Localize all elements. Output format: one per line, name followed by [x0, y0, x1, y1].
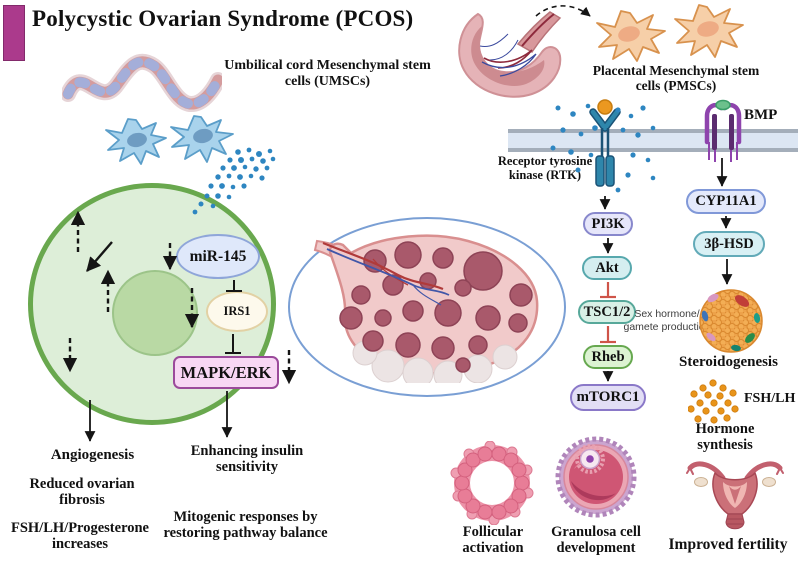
pmsc-section-label: Placental Mesenchymal stem cells (PMSCs) [592, 63, 760, 94]
node-mapk-erk: MAPK/ERK [173, 356, 279, 389]
bmp-label: BMP [744, 107, 778, 123]
inhibit-akt-tsc [600, 282, 616, 299]
node-mapk-erk-label: MAPK/ERK [180, 362, 272, 382]
umsc-cell-nucleus [112, 270, 198, 356]
node-3b-hsd: 3β-HSD [693, 231, 765, 257]
hormone-synthesis-label: Hormone synthesis [695, 421, 755, 454]
node-cyp11a1-label: CYP11A1 [695, 193, 757, 209]
node-mir145: miR-145 [176, 234, 260, 279]
inhibit-tsc-rheb [600, 326, 616, 344]
outcome-fsh-lh-progesterone: FSH/LH/Progesterone increases [10, 520, 149, 553]
umsc-section-label: Umbilical cord Mesenchymal stem cells (U… [224, 58, 431, 89]
title-accent-bar [3, 5, 25, 61]
placenta-illustration [458, 11, 562, 98]
outcome-insulin: Enhancing insulin sensitivity [190, 443, 304, 476]
rtk-signal-dots [550, 103, 656, 193]
node-irs1: IRS1 [206, 291, 268, 332]
node-mir145-label: miR-145 [189, 247, 247, 265]
uterus-icon [686, 461, 784, 530]
hormone-dots-icon [688, 379, 739, 424]
node-akt-label: Akt [595, 259, 619, 276]
node-tsc12: TSC1/2 [578, 300, 636, 324]
node-rheb-label: Rheb [591, 348, 625, 365]
oocyte-icon [555, 436, 637, 518]
outcome-fibrosis: Reduced ovarian fibrosis [29, 476, 135, 509]
node-mtorc1: mTORC1 [570, 384, 646, 411]
node-irs1-label: IRS1 [223, 304, 251, 318]
node-cyp11a1: CYP11A1 [686, 189, 766, 214]
node-tsc12-label: TSC1/2 [583, 303, 631, 320]
granulosa-label: Granulosa cell development [551, 524, 641, 557]
node-pi3k-label: PI3K [591, 215, 625, 232]
fsh-lh-label: FSH/LH [744, 391, 796, 406]
node-akt: Akt [582, 256, 632, 280]
umbilical-cord-illustration [62, 53, 222, 112]
page-title: Polycystic Ovarian Syndrome (PCOS) [32, 6, 414, 31]
exosome-dots [192, 147, 276, 215]
follicle-icon [450, 441, 534, 525]
ovary-illustration [313, 234, 539, 383]
sex-hormone-note: Sex hormone/ gamete production [623, 308, 711, 334]
node-mtorc1-label: mTORC1 [576, 389, 640, 405]
node-rheb: Rheb [583, 345, 633, 369]
steroidogenesis-label: Steroidogenesis [679, 354, 778, 370]
rtk-label: Receptor tyrosine kinase (RTK) [497, 154, 593, 182]
outcome-mitogenic: Mitogenic responses by restoring pathway… [163, 509, 328, 542]
rtk-receptor-icon [589, 99, 621, 187]
umsc-cells-icon [105, 115, 234, 165]
node-3b-hsd-label: 3β-HSD [704, 235, 754, 252]
pmsc-cells-icon [596, 4, 744, 62]
bmp-receptor-icon [704, 99, 742, 162]
improved-fertility-label: Improved fertility [668, 536, 788, 553]
follicular-activation-label: Follicular activation [462, 524, 524, 557]
node-pi3k: PI3K [583, 212, 633, 236]
steroidogenesis-cell-icon [699, 289, 763, 353]
outcome-angiogenesis: Angiogenesis [50, 447, 135, 463]
